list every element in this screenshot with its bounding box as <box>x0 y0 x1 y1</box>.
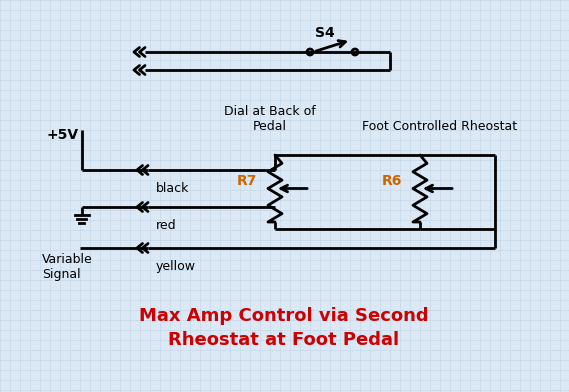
Text: S4: S4 <box>315 26 335 40</box>
Text: R6: R6 <box>382 174 402 187</box>
Text: Variable
Signal: Variable Signal <box>42 253 93 281</box>
Text: R7: R7 <box>237 174 257 187</box>
Text: Max Amp Control via Second: Max Amp Control via Second <box>139 307 429 325</box>
Text: black: black <box>156 182 189 195</box>
Text: Foot Controlled Rheostat: Foot Controlled Rheostat <box>362 120 518 133</box>
Text: Dial at Back of
Pedal: Dial at Back of Pedal <box>224 105 316 133</box>
Text: red: red <box>156 219 176 232</box>
Text: Rheostat at Foot Pedal: Rheostat at Foot Pedal <box>168 331 399 349</box>
Text: yellow: yellow <box>156 260 196 273</box>
Text: +5V: +5V <box>47 128 79 142</box>
